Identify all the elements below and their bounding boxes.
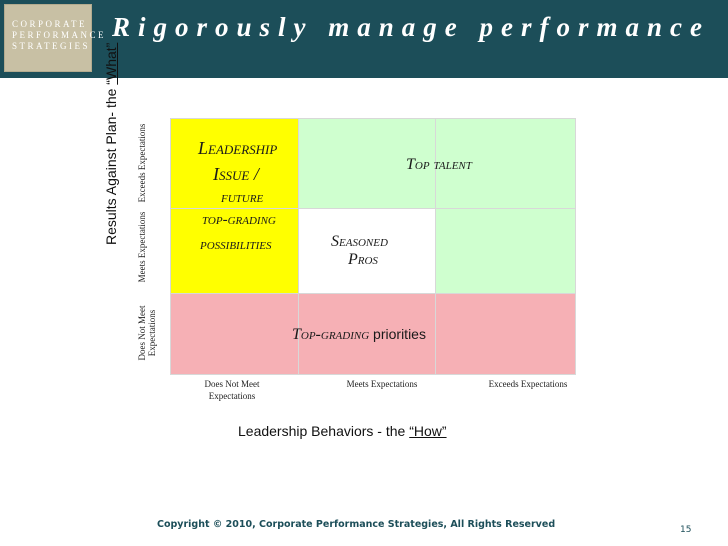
- x-axis-title-emphasis: “How”: [409, 423, 447, 439]
- cell-exceeds-meets: [435, 208, 576, 293]
- grid-line: [170, 374, 576, 375]
- y-row-label-meets: Meets Expectations: [137, 211, 147, 283]
- cell-leadership-issue: [170, 118, 298, 293]
- grid-line: [170, 293, 576, 294]
- x-col-label-meets: Meets Expectations: [346, 379, 418, 389]
- cell-seasoned-pros: [298, 208, 435, 293]
- top-grading-styled: Top-grading: [292, 326, 370, 343]
- performance-matrix: Leadership Issue / future top-grading po…: [170, 118, 576, 375]
- grid-line: [170, 118, 576, 119]
- logo-line-2: PERFORMANCE: [12, 30, 107, 40]
- cell-top-grading-priorities: [170, 293, 576, 375]
- y-row-label-exceeds: Exceeds Expectations: [137, 123, 147, 203]
- x-axis-title: Leadership Behaviors - the “How”: [238, 423, 447, 439]
- grid-line: [435, 118, 436, 375]
- slide-title: Rigorously manage performance: [112, 12, 711, 42]
- leadership-issue-line-2: Issue /: [213, 164, 259, 184]
- grid-line: [575, 118, 576, 375]
- header-bar: CORPORATE PERFORMANCE STRATEGIES Rigorou…: [0, 0, 728, 78]
- top-grading-priorities-label: Top-grading priorities: [292, 326, 426, 344]
- y-axis-title: Results Against Plan- the “What”: [103, 43, 119, 245]
- seasoned-pros-line-2: Pros: [348, 251, 378, 268]
- grid-line: [170, 208, 576, 209]
- page-number: 15: [680, 525, 692, 535]
- y-axis-title-prefix: Results Against Plan- the: [103, 84, 119, 245]
- grid-line: [170, 118, 171, 375]
- cell-top-talent: [298, 118, 576, 208]
- company-logo: CORPORATE PERFORMANCE STRATEGIES: [4, 4, 107, 72]
- y-axis-title-emphasis: “What”: [103, 42, 119, 85]
- grid-line: [298, 118, 299, 375]
- logo-line-1: CORPORATE: [12, 19, 88, 29]
- seasoned-pros-line-1: Seasoned: [331, 233, 388, 250]
- x-axis-title-prefix: Leadership Behaviors - the: [238, 423, 410, 439]
- leadership-issue-line-5: possibilities: [200, 237, 272, 253]
- x-col-label-exceeds: Exceeds Expectations: [488, 379, 568, 389]
- priorities-plain: priorities: [369, 326, 426, 342]
- leadership-issue-line-3: future: [221, 190, 264, 206]
- leadership-issue-line-4: top-grading: [202, 212, 276, 228]
- y-row-label-does-not-meet: Does Not Meet Expectations: [137, 305, 157, 361]
- top-talent-label: Top talent: [406, 156, 472, 173]
- copyright-notice: Copyright © 2010, Corporate Performance …: [157, 519, 556, 530]
- leadership-issue-line-1: Leadership: [198, 138, 278, 158]
- x-col-label-does-not-meet: Does Not Meet Expectations: [204, 379, 260, 401]
- logo-line-3: STRATEGIES: [12, 41, 91, 51]
